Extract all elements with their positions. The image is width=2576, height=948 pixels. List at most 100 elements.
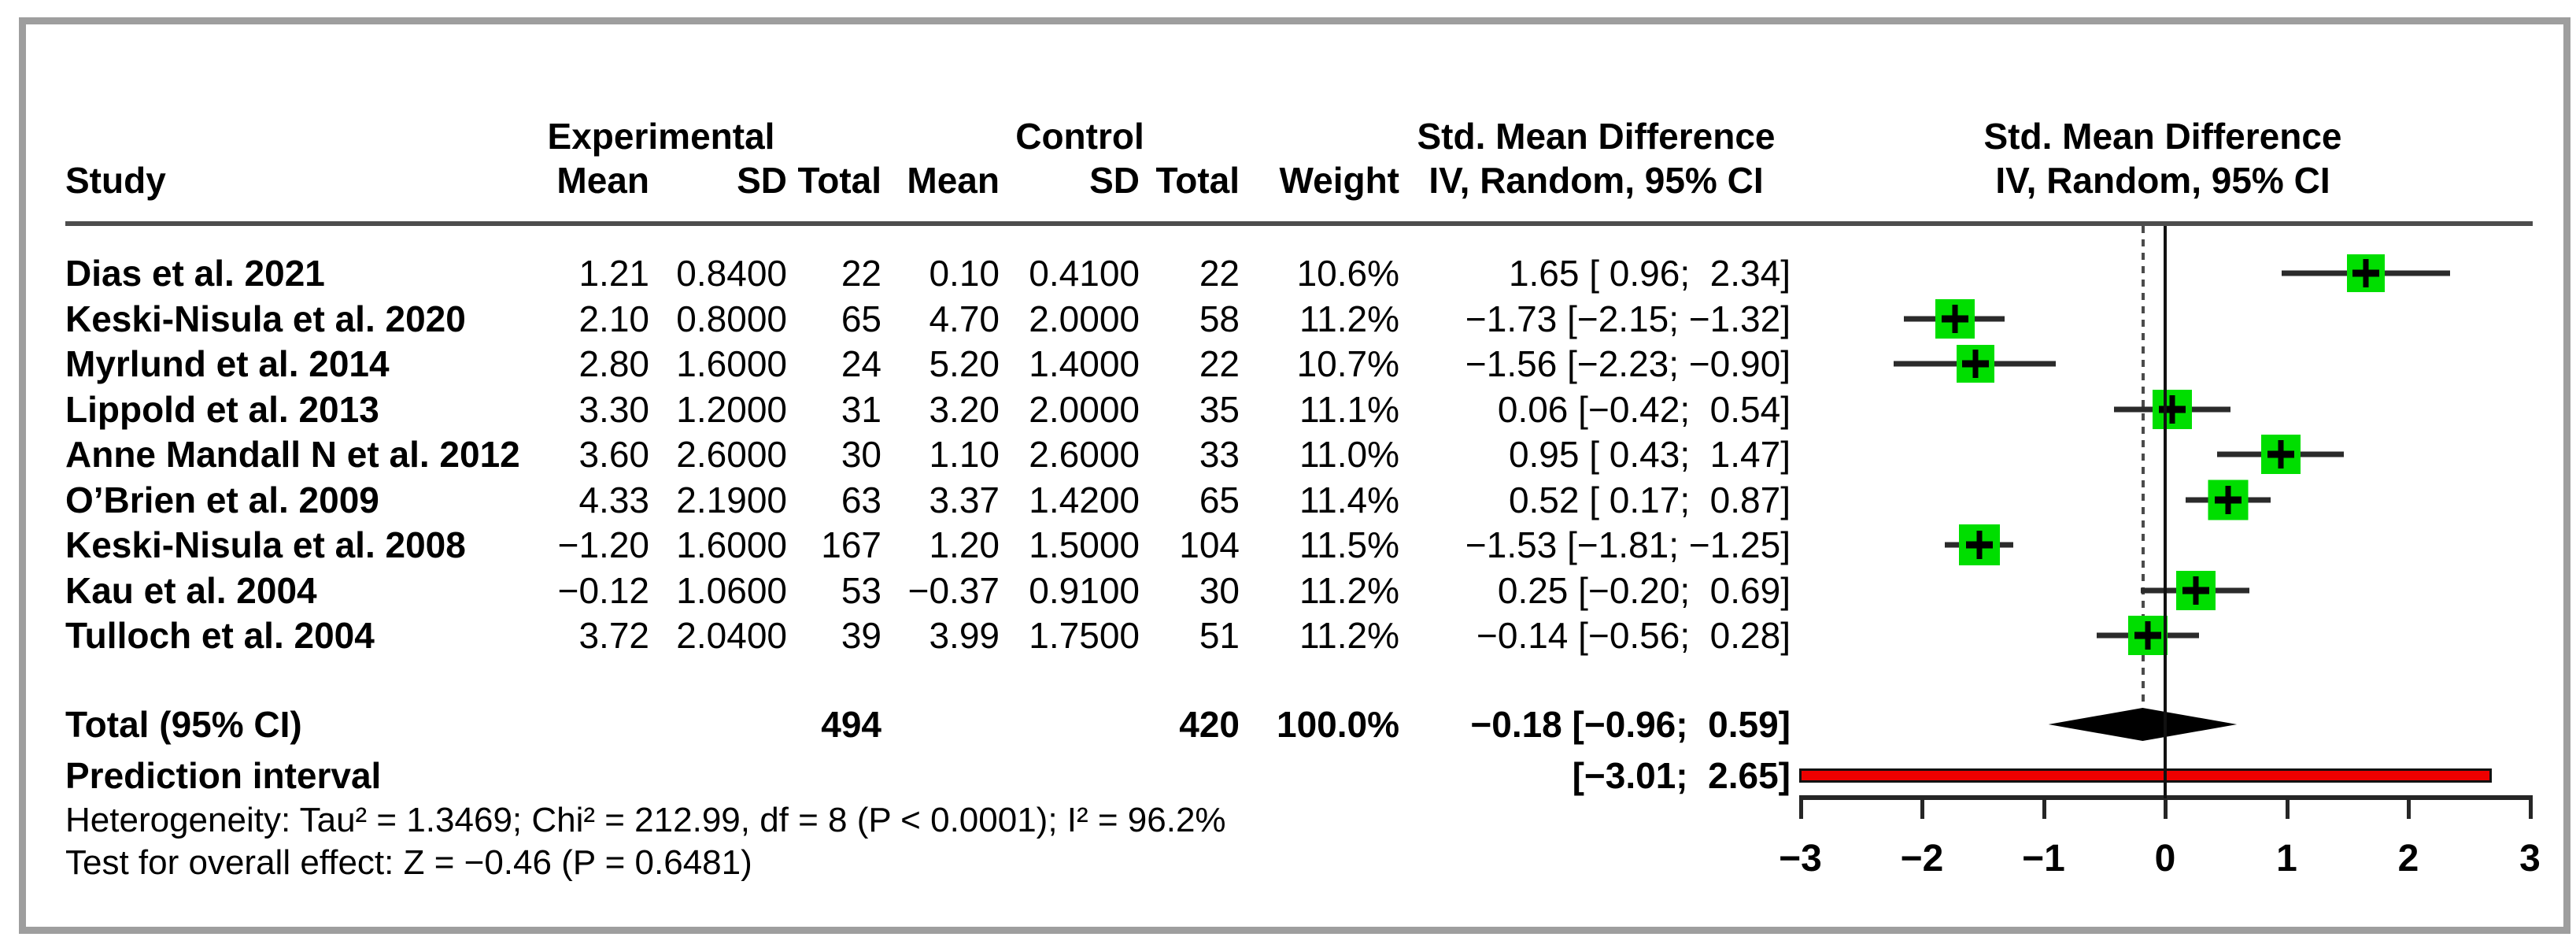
ctl-total-value: 58 (1199, 298, 1240, 339)
ctl-mean-value: 3.99 (929, 615, 1000, 656)
smd-ci-text: −0.14 [−0.56; 0.28] (1476, 615, 1791, 656)
ctl-sd-value: 1.4200 (1029, 479, 1140, 520)
zero-reference-line (2164, 226, 2167, 798)
point-estimate-marker-bar (2134, 631, 2162, 639)
weight-value: 10.6% (1296, 253, 1399, 294)
point-estimate-marker-bar (2159, 405, 2186, 413)
heterogeneity-footnote: Heterogeneity: Tau² = 1.3469; Chi² = 212… (65, 801, 1226, 839)
weight-value: 11.0% (1299, 434, 1399, 475)
weight-value: 11.5% (1299, 524, 1399, 565)
ctl-sd-value: 1.7500 (1029, 615, 1140, 656)
total-weight: 100.0% (1276, 704, 1399, 745)
axis-tick-label: −2 (1900, 838, 1944, 879)
study-name: Lippold et al. 2013 (65, 388, 379, 430)
smd-column-header-line2: IV, Random, 95% CI (1428, 160, 1764, 201)
exp-total-value: 31 (841, 388, 881, 430)
study-name: Keski-Nisula et al. 2008 (65, 524, 466, 565)
exp-mean-value: −0.12 (557, 569, 649, 611)
ctl-total-header: Total (1155, 160, 1240, 201)
exp-mean-value: 1.21 (578, 253, 649, 294)
ctl-mean-value: 0.10 (929, 253, 1000, 294)
weight-value: 11.1% (1299, 388, 1399, 430)
weight-header: Weight (1279, 160, 1399, 201)
pooled-effect-dashed-line (2142, 226, 2145, 707)
smd-ci-text: −1.73 [−2.15; −1.32] (1465, 298, 1791, 339)
exp-mean-header: Mean (556, 160, 649, 201)
study-name: Dias et al. 2021 (65, 253, 325, 294)
ctl-sd-value: 0.9100 (1029, 569, 1140, 611)
exp-mean-value: 3.72 (578, 615, 649, 656)
exp-sd-value: 2.1900 (676, 479, 787, 520)
ctl-sd-value: 0.4100 (1029, 253, 1140, 294)
weight-value: 11.2% (1299, 569, 1399, 611)
axis-tick (2042, 795, 2046, 819)
axis-tick-label: −1 (2022, 838, 2065, 879)
ctl-sd-header: SD (1089, 160, 1140, 201)
ctl-mean-value: 3.37 (929, 479, 1000, 520)
study-name: Anne Mandall N et al. 2012 (65, 434, 520, 475)
ctl-sd-value: 1.5000 (1029, 524, 1140, 565)
experimental-group-header: Experimental (547, 116, 775, 157)
total-ctl-n: 420 (1179, 704, 1240, 745)
plot-header-line2: IV, Random, 95% CI (1995, 160, 2330, 201)
exp-sd-value: 1.6000 (676, 343, 787, 384)
weight-value: 11.2% (1299, 615, 1399, 656)
exp-mean-value: 3.30 (578, 388, 649, 430)
point-estimate-marker-bar (1965, 541, 1993, 549)
ctl-sd-value: 2.6000 (1029, 434, 1140, 475)
ctl-sd-value: 1.4000 (1029, 343, 1140, 384)
ctl-total-value: 35 (1199, 388, 1240, 430)
ctl-sd-value: 2.0000 (1029, 298, 1140, 339)
point-estimate-marker-bar (2215, 496, 2242, 503)
ctl-mean-value: 1.20 (929, 524, 1000, 565)
study-name: Tulloch et al. 2004 (65, 615, 375, 656)
study-column-header: Study (65, 160, 166, 201)
study-name: Myrlund et al. 2014 (65, 343, 390, 384)
axis-tick (2285, 795, 2290, 819)
exp-total-value: 24 (841, 343, 881, 384)
axis-tick-label: 2 (2397, 838, 2419, 879)
weight-value: 10.7% (1296, 343, 1399, 384)
smd-ci-text: 0.25 [−0.20; 0.69] (1497, 569, 1791, 611)
smd-column-header-line1: Std. Mean Difference (1417, 116, 1776, 157)
exp-sd-value: 1.6000 (676, 524, 787, 565)
ctl-mean-header: Mean (907, 160, 1000, 201)
point-estimate-marker-bar (2267, 450, 2294, 458)
ctl-mean-value: 4.70 (929, 298, 1000, 339)
total-label: Total (95% CI) (65, 704, 302, 745)
smd-ci-text: 0.06 [−0.42; 0.54] (1497, 388, 1791, 430)
ctl-total-value: 65 (1199, 479, 1240, 520)
smd-ci-text: −1.56 [−2.23; −0.90] (1465, 343, 1791, 384)
exp-total-value: 63 (841, 479, 881, 520)
prediction-ci-text: [−3.01; 2.65] (1572, 755, 1791, 796)
axis-tick (2407, 795, 2411, 819)
exp-total-value: 22 (841, 253, 881, 294)
weight-value: 11.4% (1299, 479, 1399, 520)
ctl-mean-value: 1.10 (929, 434, 1000, 475)
smd-ci-text: −1.53 [−1.81; −1.25] (1465, 524, 1791, 565)
total-exp-n: 494 (821, 704, 881, 745)
exp-sd-value: 0.8000 (676, 298, 787, 339)
smd-ci-text: 0.95 [ 0.43; 1.47] (1508, 434, 1791, 475)
point-estimate-marker-bar (1941, 315, 1968, 322)
exp-total-value: 53 (841, 569, 881, 611)
axis-tick (2164, 795, 2168, 819)
smd-ci-text: 1.65 [ 0.96; 2.34] (1508, 253, 1791, 294)
ctl-total-value: 33 (1199, 434, 1240, 475)
axis-tick (2528, 795, 2533, 819)
study-name: Kau et al. 2004 (65, 569, 317, 611)
exp-sd-value: 2.6000 (676, 434, 787, 475)
smd-ci-text: 0.52 [ 0.17; 0.87] (1508, 479, 1791, 520)
overall-effect-footnote: Test for overall effect: Z = −0.46 (P = … (65, 843, 752, 882)
prediction-interval-bar (1798, 768, 2493, 783)
exp-mean-value: 2.80 (578, 343, 649, 384)
exp-sd-value: 0.8400 (676, 253, 787, 294)
ctl-total-value: 22 (1199, 253, 1240, 294)
prediction-interval-label: Prediction interval (65, 755, 382, 796)
ctl-mean-value: −0.37 (907, 569, 1000, 611)
axis-tick (1920, 795, 1924, 819)
exp-total-value: 167 (821, 524, 881, 565)
exp-mean-value: −1.20 (557, 524, 649, 565)
point-estimate-marker-bar (2352, 269, 2379, 277)
